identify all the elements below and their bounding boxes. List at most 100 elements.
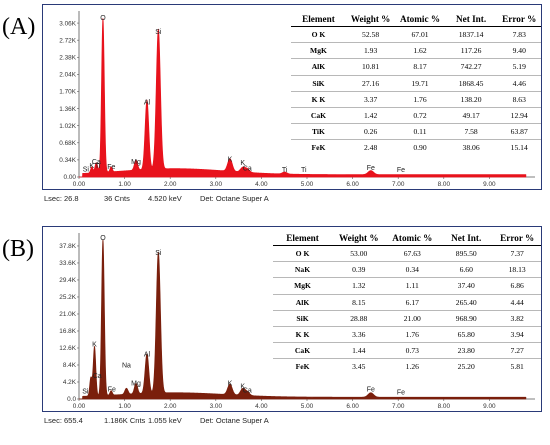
- table-cell: 1.32: [332, 277, 386, 295]
- table-row: MgK 1.32 1.11 37.40 6.86: [273, 277, 541, 295]
- element-cell: K K: [273, 326, 333, 344]
- table-cell: 1.62: [395, 42, 445, 60]
- peak-label: Fe: [367, 165, 375, 172]
- table-cell: 6.17: [385, 294, 440, 311]
- element-cell: SiK: [291, 75, 346, 92]
- table-cell: 63.87: [497, 123, 541, 141]
- energy-readout: 1.055 keV: [148, 416, 182, 425]
- table-cell: 5.19: [497, 58, 541, 76]
- table-header-row: Element Weight % Atomic % Net Int. Error %: [273, 233, 541, 246]
- x-tick-label: 7.00: [392, 181, 405, 188]
- x-tick-label: 7.00: [392, 403, 405, 410]
- x-tick-label: 3.00: [210, 181, 223, 188]
- y-tick-label: 12.6K: [59, 345, 76, 352]
- element-cell: K K: [291, 91, 346, 108]
- table-cell: 7.58: [444, 123, 498, 141]
- table-cell: 3.36: [332, 326, 386, 344]
- x-tick-label: 5.00: [301, 403, 314, 410]
- table-cell: 117.26: [444, 42, 498, 60]
- element-cell: MgK: [291, 42, 346, 60]
- table-cell: 19.71: [395, 75, 445, 92]
- eds-spectrum-plot: 0.0 4.2K 8.4K 12.6K 16.8K 21.0K 25.2K 29.4K 33.6…: [59, 233, 535, 410]
- panel-b: (B) 0.0 4.2K 8.4K 12.6K 16.8K 21.0K 25.2K 29.4K…: [0, 222, 550, 444]
- peak-label: Ti: [95, 163, 101, 170]
- table-cell: 49.17: [444, 107, 498, 125]
- table-cell: 7.27: [493, 342, 541, 360]
- peak-label: K: [228, 156, 233, 163]
- x-tick-label: 3.00: [210, 403, 223, 410]
- y-tick-label: 1.70K: [59, 89, 76, 96]
- table-cell: 12.94: [497, 107, 541, 125]
- spectrum-footer: Lsec: 655.4 1.186K Cnts 1.055 keV Det: O…: [42, 414, 542, 428]
- x-tick-label: 8.00: [438, 403, 451, 410]
- peak-label: Ca: [93, 373, 102, 380]
- eds-composition-table: Element Weight % Atomic % Net Int. Error % O…: [273, 233, 541, 375]
- x-tick-label: 5.00: [301, 181, 314, 188]
- table-cell: 21.00: [385, 310, 440, 327]
- peak-label: Si: [82, 389, 89, 396]
- live-seconds: Lsec: 26.8: [44, 194, 79, 203]
- element-cell: MgK: [273, 277, 333, 295]
- y-tick-label: 2.38K: [59, 54, 76, 61]
- table-cell: 4.46: [497, 75, 541, 92]
- table-row: CaK 1.44 0.73 23.80 7.27: [273, 342, 541, 360]
- table-cell: 15.14: [510, 143, 528, 153]
- table-cell: 895.50: [439, 245, 494, 263]
- peak-label: Ca: [243, 387, 252, 394]
- counts-readout: 36 Cnts: [104, 194, 130, 203]
- table-header-cell: Element: [273, 233, 333, 246]
- peak-label: K: [240, 160, 245, 167]
- peak-label: Si: [155, 250, 162, 257]
- live-seconds: Lsec: 655.4: [44, 416, 83, 425]
- panel-label: (B): [2, 236, 34, 262]
- table-cell: 8.15: [332, 294, 386, 311]
- table-row: AlK 8.15 6.17 265.40 4.44: [273, 294, 541, 311]
- table-cell: 5.81: [510, 362, 524, 372]
- table-header-cell: Atomic %: [395, 14, 445, 27]
- y-tick-label: 2.04K: [59, 72, 76, 79]
- y-tick-label: 37.8K: [59, 243, 76, 250]
- peak-label: Ti: [282, 167, 288, 174]
- peak-label: Al: [144, 351, 151, 358]
- peak-label: K: [228, 380, 233, 387]
- element-cell: SiK: [273, 310, 333, 327]
- table-cell: 1.76: [385, 326, 440, 344]
- table-row: O K 52.58 67.01 1837.14 7.83: [291, 26, 541, 44]
- y-tick-label: 25.2K: [59, 294, 76, 301]
- peak-label: K: [240, 384, 245, 391]
- x-tick-label: 0.00: [73, 181, 86, 188]
- table-header-cell: Element: [291, 14, 346, 27]
- table-cell: 3.37: [345, 91, 396, 108]
- element-cell: CaK: [291, 107, 346, 125]
- y-tick-label: 29.4K: [59, 277, 76, 284]
- element-cell: AlK: [273, 294, 333, 311]
- table-row: TiK 0.26 0.11 7.58 63.87: [291, 123, 541, 141]
- table-row: FeK 3.45 1.26 25.20 5.81: [273, 359, 541, 375]
- x-tick-label: 6.00: [346, 403, 359, 410]
- x-tick-label: 8.00: [438, 181, 451, 188]
- table-cell: 10.81: [345, 58, 396, 76]
- table-header-cell: Net Int.: [439, 233, 494, 246]
- y-tick-label: 4.2K: [63, 379, 77, 386]
- y-tick-label: 0.00: [64, 174, 77, 181]
- y-tick-label: 21.0K: [59, 311, 76, 318]
- y-tick-label: 1.36K: [59, 106, 76, 113]
- y-tick-label: 33.6K: [59, 260, 76, 267]
- table-cell: 6.60: [439, 261, 494, 279]
- peak-label: Mg: [131, 159, 141, 166]
- x-tick-label: 9.00: [483, 181, 496, 188]
- peak-label: O: [100, 15, 106, 22]
- table-cell: 18.13: [493, 261, 541, 279]
- table-header-cell: Error %: [493, 233, 541, 246]
- table-header-cell: Net Int.: [444, 14, 498, 27]
- y-tick-label: 8.4K: [63, 362, 77, 369]
- table-cell: 1.26: [405, 362, 419, 372]
- peak-label: Fe: [397, 389, 405, 396]
- table-cell: 1837.14: [444, 26, 498, 44]
- table-cell: 7.37: [493, 245, 541, 263]
- peak-label: K: [89, 163, 94, 170]
- table-cell: 3.82: [493, 310, 541, 327]
- table-cell: 1.11: [385, 277, 440, 295]
- table-cell: 2.48: [363, 143, 378, 153]
- peak-label: Na: [122, 363, 131, 370]
